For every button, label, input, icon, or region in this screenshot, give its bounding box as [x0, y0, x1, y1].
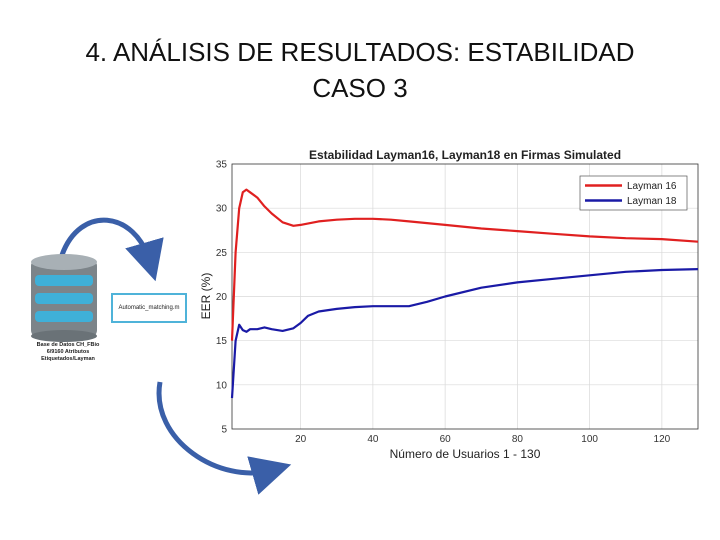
- arrow-matching-to-results: [156, 381, 292, 495]
- series-line-layman-18: [230, 268, 699, 399]
- plot-area-frame: [231, 163, 699, 430]
- database-label-line-1: Base de Datos CH_FBio: [36, 342, 100, 348]
- database-icon: [31, 254, 97, 342]
- matching-script-label: Automatic_matching.m: [118, 305, 180, 311]
- arrow-db-to-matching: [59, 217, 164, 282]
- x-tick-label: 60: [440, 434, 452, 445]
- legend-label-layman-18: Layman 18: [627, 196, 677, 207]
- x-tick-label: 80: [512, 434, 524, 445]
- y-tick-label: 35: [216, 160, 228, 171]
- y-axis-label: EER (%): [199, 273, 213, 320]
- y-tick-label: 15: [216, 336, 228, 347]
- series-layer: [230, 188, 699, 399]
- x-tick-label: 20: [295, 434, 307, 445]
- x-tick-label: 40: [367, 434, 379, 445]
- x-tick-label: 100: [581, 434, 598, 445]
- y-tick-label: 20: [216, 292, 228, 303]
- y-tick-label: 25: [216, 248, 228, 259]
- database-label: Base de Datos CH_FBio 6/9160 Atributos E…: [22, 342, 114, 363]
- series-line-layman-16: [230, 188, 699, 341]
- chart-title: Estabilidad Layman16, Layman18 en Firmas…: [309, 148, 621, 162]
- y-tick-label: 30: [216, 204, 228, 215]
- slide-title-line-2: CASO 3: [312, 73, 408, 103]
- legend: Layman 16 Layman 18: [579, 175, 688, 211]
- legend-box: [579, 175, 688, 211]
- legend-label-layman-16: Layman 16: [627, 181, 677, 192]
- database-label-line-3: Etiquetados/Layman: [41, 356, 95, 362]
- slide-title-line-1: 4. ANÁLISIS DE RESULTADOS: ESTABILIDAD: [85, 37, 635, 67]
- tick-layer: 20 40 60 80 100 120 5 10 15 20 25 30 35: [216, 160, 671, 446]
- y-tick-label: 10: [216, 380, 228, 391]
- y-tick-label: 5: [221, 425, 227, 436]
- slide-title: 4. ANÁLISIS DE RESULTADOS: ESTABILIDAD C…: [0, 34, 720, 106]
- x-axis-label: Número de Usuarios 1 - 130: [390, 447, 541, 461]
- database-label-line-2: 6/9160 Atributos: [46, 349, 90, 355]
- matching-script-box: Automatic_matching.m: [111, 293, 187, 323]
- x-tick-label: 120: [654, 434, 671, 445]
